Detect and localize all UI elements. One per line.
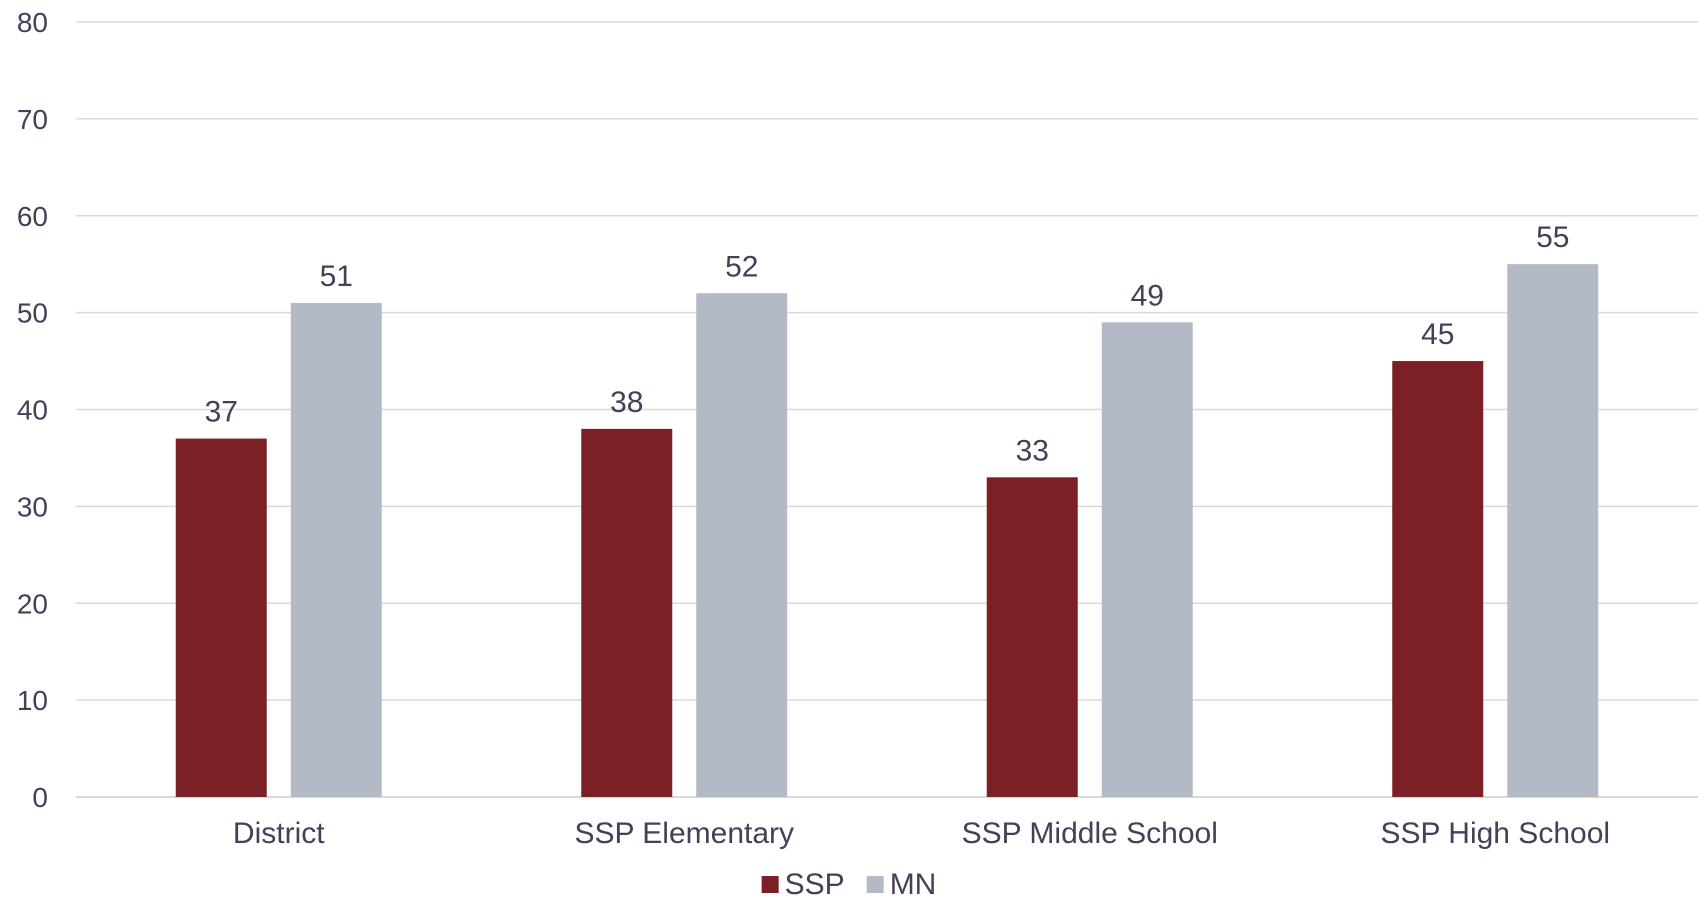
data-label: 37 [205,396,238,429]
y-tick-label: 70 [17,104,48,135]
bar-ssp-3 [1392,361,1484,797]
y-tick-label: 30 [17,491,48,522]
data-label: 51 [320,260,353,293]
y-axis-tick-labels: 0 10 20 30 40 50 60 70 80 [17,7,48,813]
data-label: 55 [1536,221,1569,254]
data-label: 38 [610,386,643,419]
bar-ssp-1 [581,428,673,797]
bar-mn-1 [696,293,788,797]
bars [175,264,1599,797]
y-tick-label: 0 [32,782,48,813]
data-label: 49 [1131,279,1164,312]
data-label: 45 [1421,318,1454,351]
y-tick-label: 10 [17,685,48,716]
y-tick-label: 80 [17,7,48,38]
bar-mn-0 [290,302,382,797]
bar-ssp-0 [175,438,267,797]
x-tick-label: District [233,817,325,850]
x-tick-label: SSP Middle School [962,817,1218,850]
legend-label: MN [890,868,937,901]
data-label: 33 [1016,434,1049,467]
bar-mn-2 [1101,322,1193,797]
bar-ssp-2 [986,477,1078,797]
x-axis-tick-labels: District SSP Elementary SSP Middle School S… [233,817,1610,850]
y-tick-label: 20 [17,588,48,619]
data-labels: 37 51 38 52 33 49 45 55 [205,221,1570,467]
legend-swatch-ssp [761,876,779,893]
legend-swatch-mn [866,876,884,893]
y-tick-label: 40 [17,395,48,426]
bar-mn-3 [1507,264,1599,797]
x-tick-label: SSP Elementary [574,817,794,850]
y-tick-label: 60 [17,201,48,232]
x-tick-label: SSP High School [1380,817,1610,850]
y-tick-label: 50 [17,298,48,329]
data-label: 52 [725,250,758,283]
legend-label: SSP [785,868,845,901]
legend: SSP MN [761,868,937,901]
